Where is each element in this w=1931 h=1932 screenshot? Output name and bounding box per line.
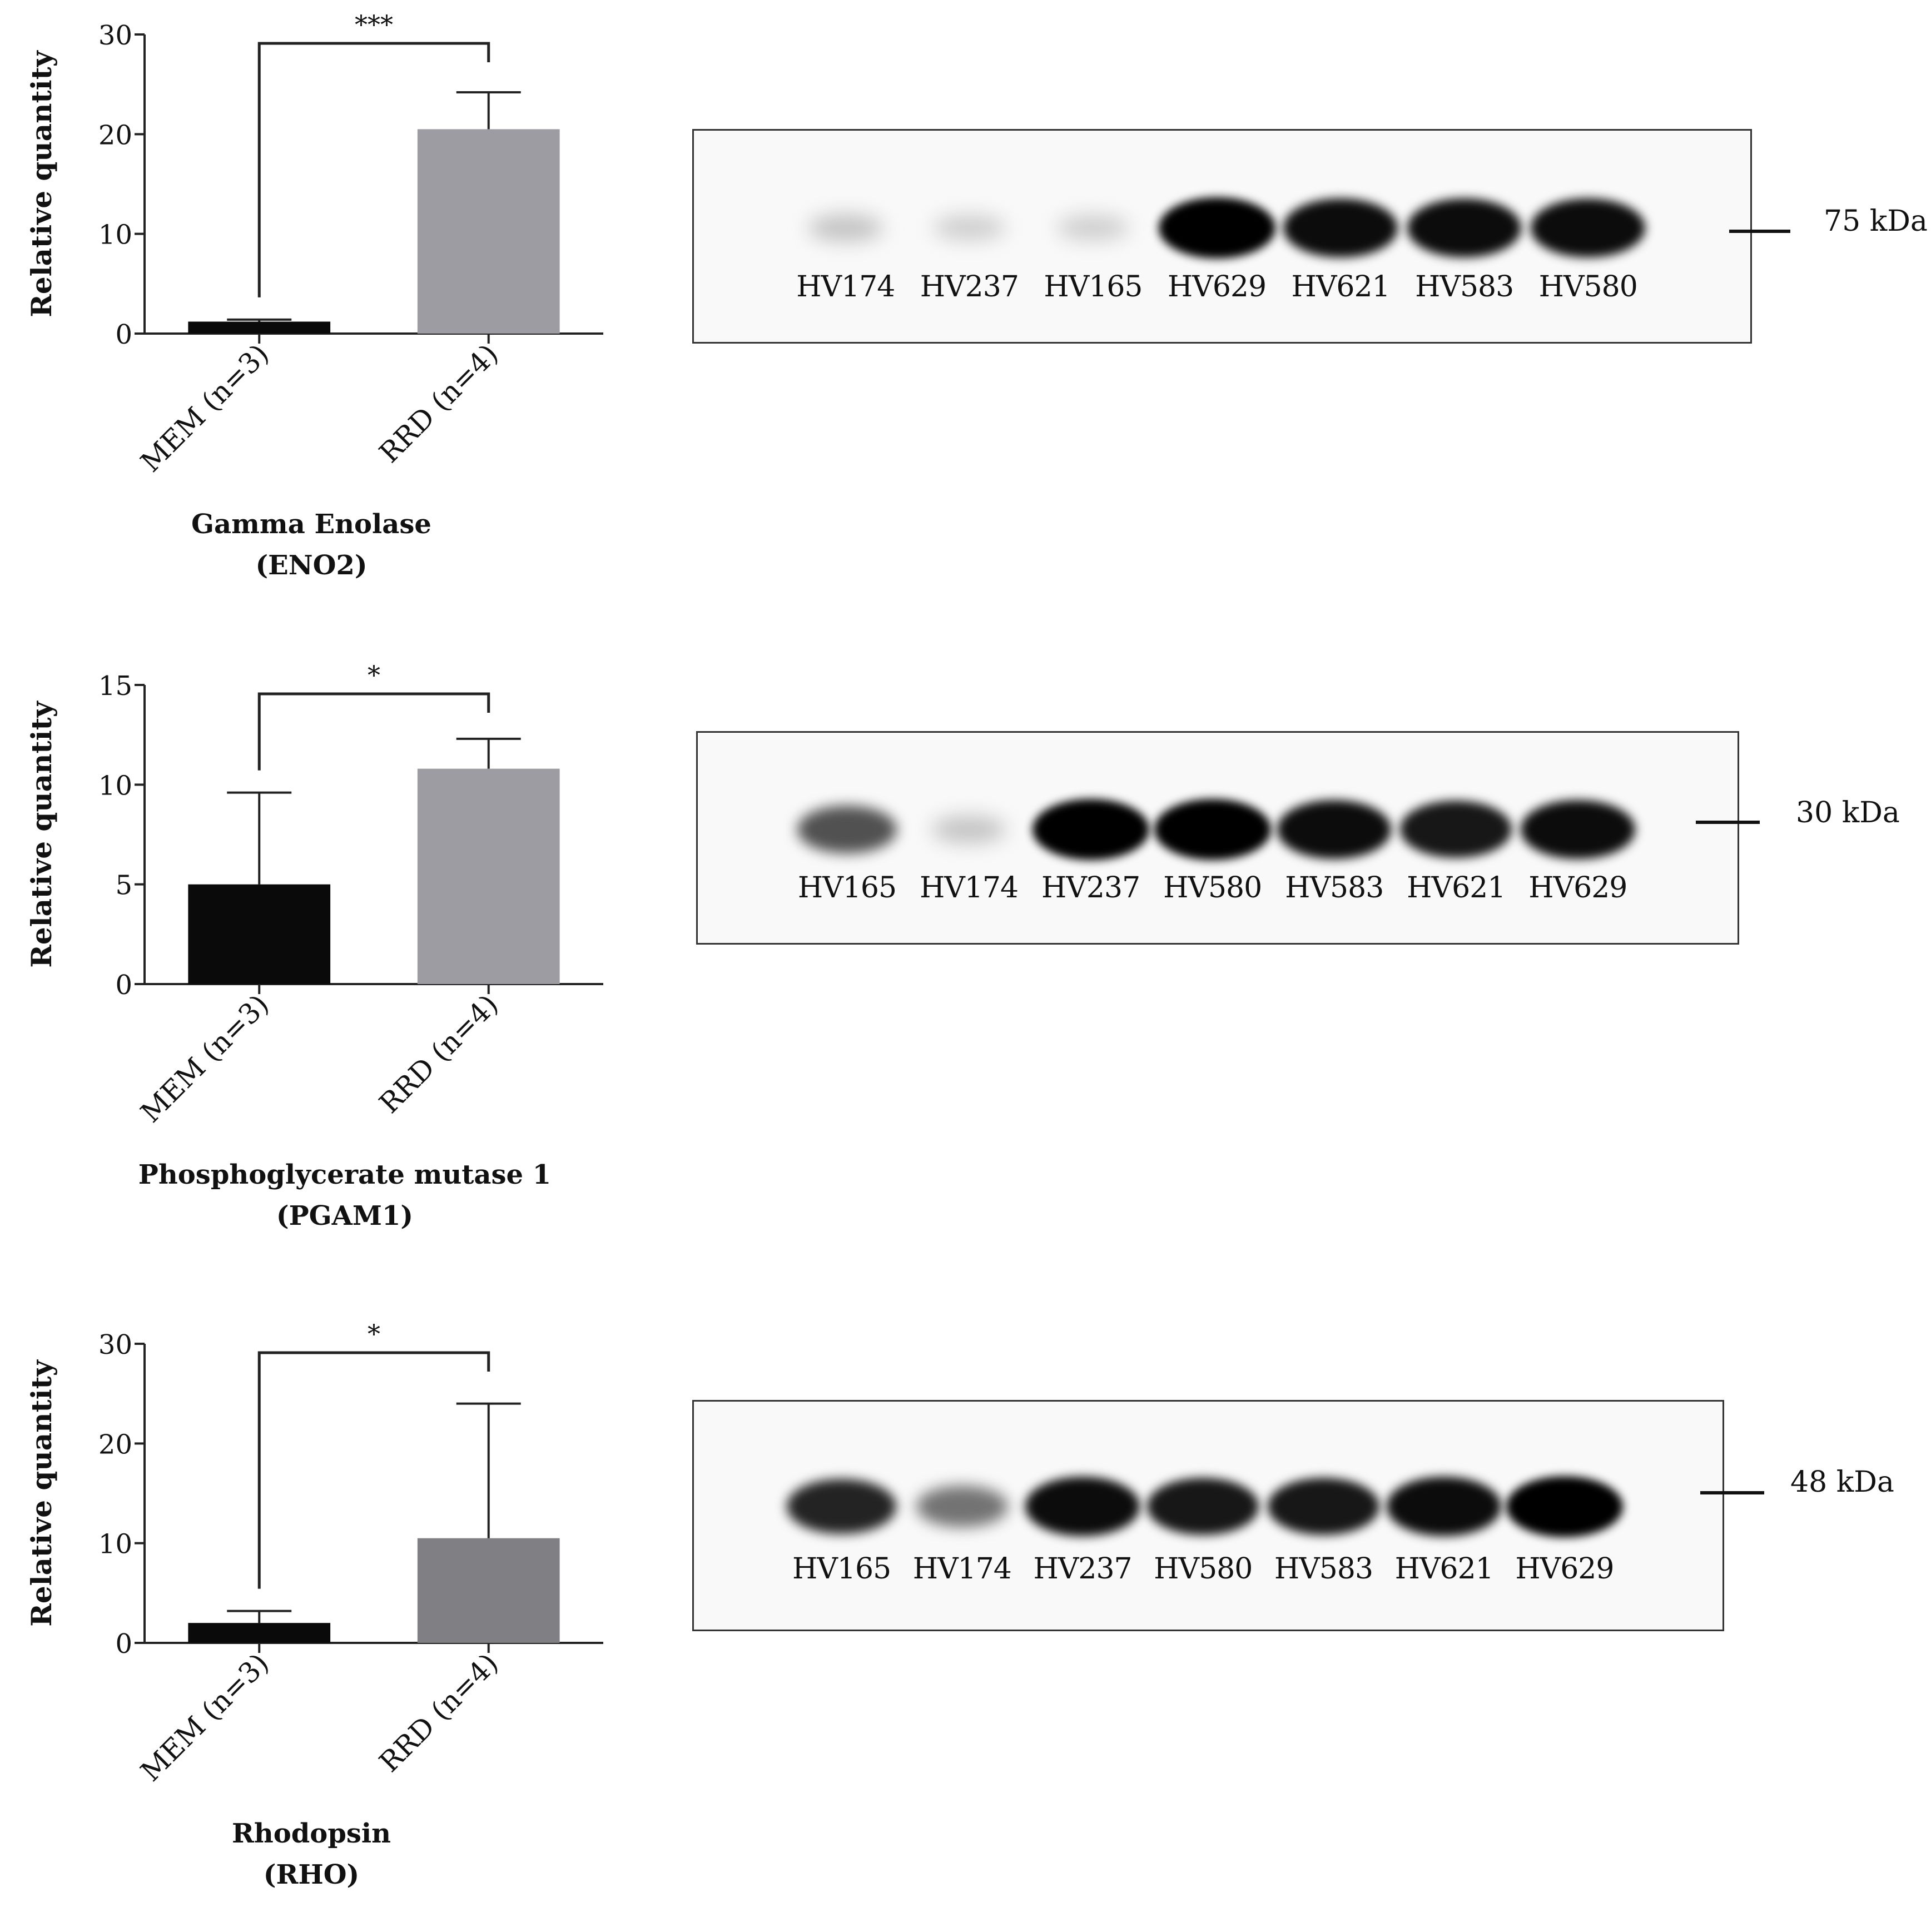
blot-band [1407,198,1522,258]
blot-band [1277,799,1392,860]
y-tick-label: 10 [98,770,132,801]
significance-bracket [257,42,490,297]
blot-band [1283,198,1398,258]
y-tick-label: 10 [98,1529,132,1560]
blot-band [1147,1478,1259,1536]
blot-band [1032,798,1149,860]
blot-band [933,215,1005,241]
blot-band [1531,198,1645,258]
blot-band [1025,1477,1140,1536]
western-blot-pgam1: HV165 HV174 HV237 HV580 HV583 HV621 HV629 [696,731,1739,945]
chart-subtitle: (PGAM1) [276,1200,414,1231]
bar-rrd [417,1538,560,1643]
y-tick-label: 5 [115,870,132,901]
significance-label: * [368,660,380,690]
western-blot-rho: HV165 HV174 HV237 HV580 HV583 HV621 HV629 [692,1400,1724,1631]
chart-panel-eno2: 0 10 20 30 Relative quantity MEM (n=3) RRD (n=… [0,0,623,623]
y-tick-label: 0 [115,319,132,350]
chart-subtitle: (RHO) [263,1859,360,1890]
bar-rrd [417,129,560,334]
bar-chart-rho: 0 10 20 30 Relative quantity MEM (n=3) RRD (n=… [25,1319,603,1787]
chart-caption: Phosphoglycerate mutase 1 (PGAM1) [100,1154,589,1236]
western-blot-eno2: HV174 HV237 HV165 HV629 HV621 HV583 HV580 [692,129,1752,344]
significance-label: *** [355,9,393,39]
lane-label: HV174 [912,1552,1012,1586]
chart-panel-pgam1: 0 5 10 15 Relative quantity MEM (n=3) RRD (n=4… [0,650,623,1273]
lane-label: HV237 [920,270,1019,304]
blot-band [1521,799,1635,860]
bar-chart-pgam1: 0 5 10 15 Relative quantity MEM (n=3) RRD (n=4… [25,660,603,1129]
bar-mem [188,321,331,334]
y-axis-label: Relative quantity [25,1359,58,1626]
chart-subtitle: (ENO2) [255,550,368,581]
chart-title: Phosphoglycerate mutase 1 [138,1159,552,1190]
y-tick-label: 30 [98,20,132,51]
blot-band [1506,1476,1623,1537]
bar-mem [188,884,331,984]
lane-label: HV621 [1407,871,1506,905]
blot-band [787,1478,896,1534]
significance-bracket [257,1351,490,1589]
y-tick-label: 20 [98,1429,132,1460]
y-tick-label: 0 [115,1628,132,1660]
lane-label: HV165 [792,1552,891,1586]
marker-line [1729,230,1790,233]
lane-label: HV580 [1538,270,1638,304]
blot-band [1158,197,1275,259]
y-tick-label: 0 [115,970,132,1001]
marker-label: 30 kDa [1796,796,1900,830]
marker-line [1700,1491,1764,1494]
bar-rrd [417,768,560,984]
lane-label: HV629 [1515,1552,1614,1586]
x-tick-label: MEM (n=3) [135,337,275,478]
lane-label: HV165 [1044,270,1143,304]
lane-label: HV580 [1154,1552,1253,1586]
x-tick-label: MEM (n=3) [135,1647,275,1787]
blot-band [1267,1478,1379,1536]
blot-band [916,1486,1008,1528]
marker-label: 48 kDa [1790,1466,1894,1499]
y-tick-label: 15 [98,671,132,702]
lane-label: HV165 [797,871,897,905]
blot-band [931,815,1006,844]
blot-band [1154,798,1271,860]
lane-label: HV583 [1274,1552,1373,1586]
chart-panel-rho: 0 10 20 30 Relative quantity MEM (n=3) RRD (n=… [0,1309,623,1932]
lane-label: HV174 [919,871,1019,905]
marker-line [1696,821,1760,824]
blot-band [797,806,897,853]
y-axis-label: Relative quantity [25,700,58,967]
chart-title: Rhodopsin [231,1818,391,1849]
lane-label: HV629 [1167,270,1267,304]
lane-label: HV237 [1041,871,1140,905]
chart-caption: Rhodopsin (RHO) [100,1813,523,1895]
lane-label: HV621 [1291,270,1390,304]
y-tick-label: 20 [98,120,132,151]
y-axis-label: Relative quantity [25,49,58,317]
blot-band [1057,215,1129,241]
lane-label: HV629 [1528,871,1627,905]
significance-bracket [257,692,490,771]
bar-chart-eno2: 0 10 20 30 Relative quantity MEM (n=3) RRD (n=… [25,9,603,478]
blot-band [1387,1477,1501,1536]
lane-label: HV621 [1394,1552,1494,1586]
blot-band [1400,801,1512,858]
x-tick-label: RRD (n=4) [373,337,504,469]
x-tick-label: RRD (n=4) [373,988,504,1119]
bar-mem [188,1623,331,1643]
x-tick-label: MEM (n=3) [135,988,275,1129]
x-tick-label: RRD (n=4) [373,1647,504,1778]
lane-label: HV580 [1163,871,1262,905]
lane-label: HV583 [1415,270,1514,304]
marker-label: 75 kDa [1824,205,1928,238]
lane-label: HV583 [1285,871,1384,905]
blot-band [808,213,883,242]
significance-label: * [368,1319,380,1349]
y-tick-label: 10 [98,220,132,251]
chart-caption: Gamma Enolase (ENO2) [100,504,523,586]
lane-label: HV174 [796,270,895,304]
lane-label: HV237 [1033,1552,1132,1586]
y-tick-label: 30 [98,1329,132,1360]
chart-title: Gamma Enolase [191,509,431,540]
